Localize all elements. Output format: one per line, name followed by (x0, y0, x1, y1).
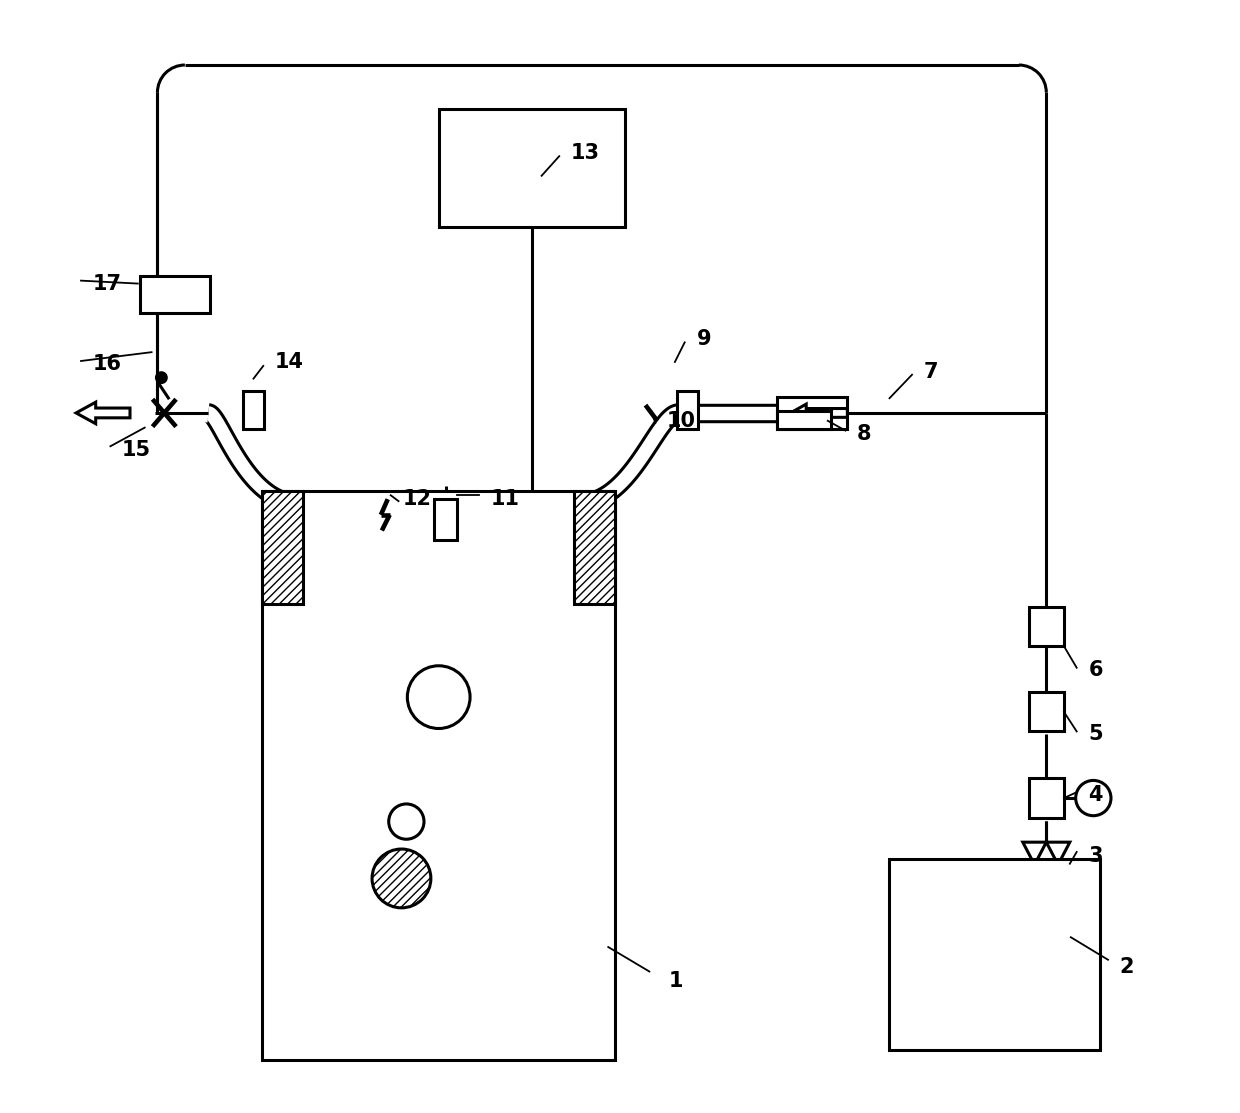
Text: 17: 17 (93, 274, 122, 294)
Text: 16: 16 (93, 354, 122, 374)
Circle shape (372, 849, 430, 908)
Text: 3: 3 (1089, 846, 1102, 866)
Bar (263, 491, 304, 604)
Text: 7: 7 (924, 362, 939, 382)
Text: 12: 12 (403, 490, 432, 509)
Text: 11: 11 (491, 490, 520, 509)
Bar (776, 397, 847, 429)
Text: 5: 5 (1089, 725, 1104, 745)
Text: 9: 9 (697, 329, 711, 349)
Circle shape (1075, 780, 1111, 816)
Circle shape (156, 373, 166, 383)
Bar (1029, 778, 1064, 818)
Text: 13: 13 (570, 144, 600, 164)
Bar (889, 859, 1100, 1050)
Text: 2: 2 (1120, 957, 1135, 976)
Text: 1: 1 (670, 972, 683, 992)
Bar (1029, 692, 1064, 731)
Bar (434, 499, 458, 540)
Text: 8: 8 (857, 424, 872, 444)
Bar (439, 109, 625, 227)
FancyArrow shape (76, 402, 130, 424)
Text: 10: 10 (667, 411, 696, 431)
Text: 14: 14 (275, 352, 304, 372)
Bar (677, 392, 698, 429)
Text: 4: 4 (1089, 785, 1102, 805)
Bar (140, 276, 211, 313)
Bar (776, 411, 831, 429)
Circle shape (388, 804, 424, 839)
Bar (1029, 607, 1064, 647)
Text: 15: 15 (123, 440, 151, 460)
Bar (263, 491, 615, 1060)
Text: 6: 6 (1089, 660, 1102, 680)
FancyArrow shape (791, 404, 847, 422)
Bar (243, 392, 264, 429)
Bar (574, 491, 615, 604)
Circle shape (407, 666, 470, 729)
